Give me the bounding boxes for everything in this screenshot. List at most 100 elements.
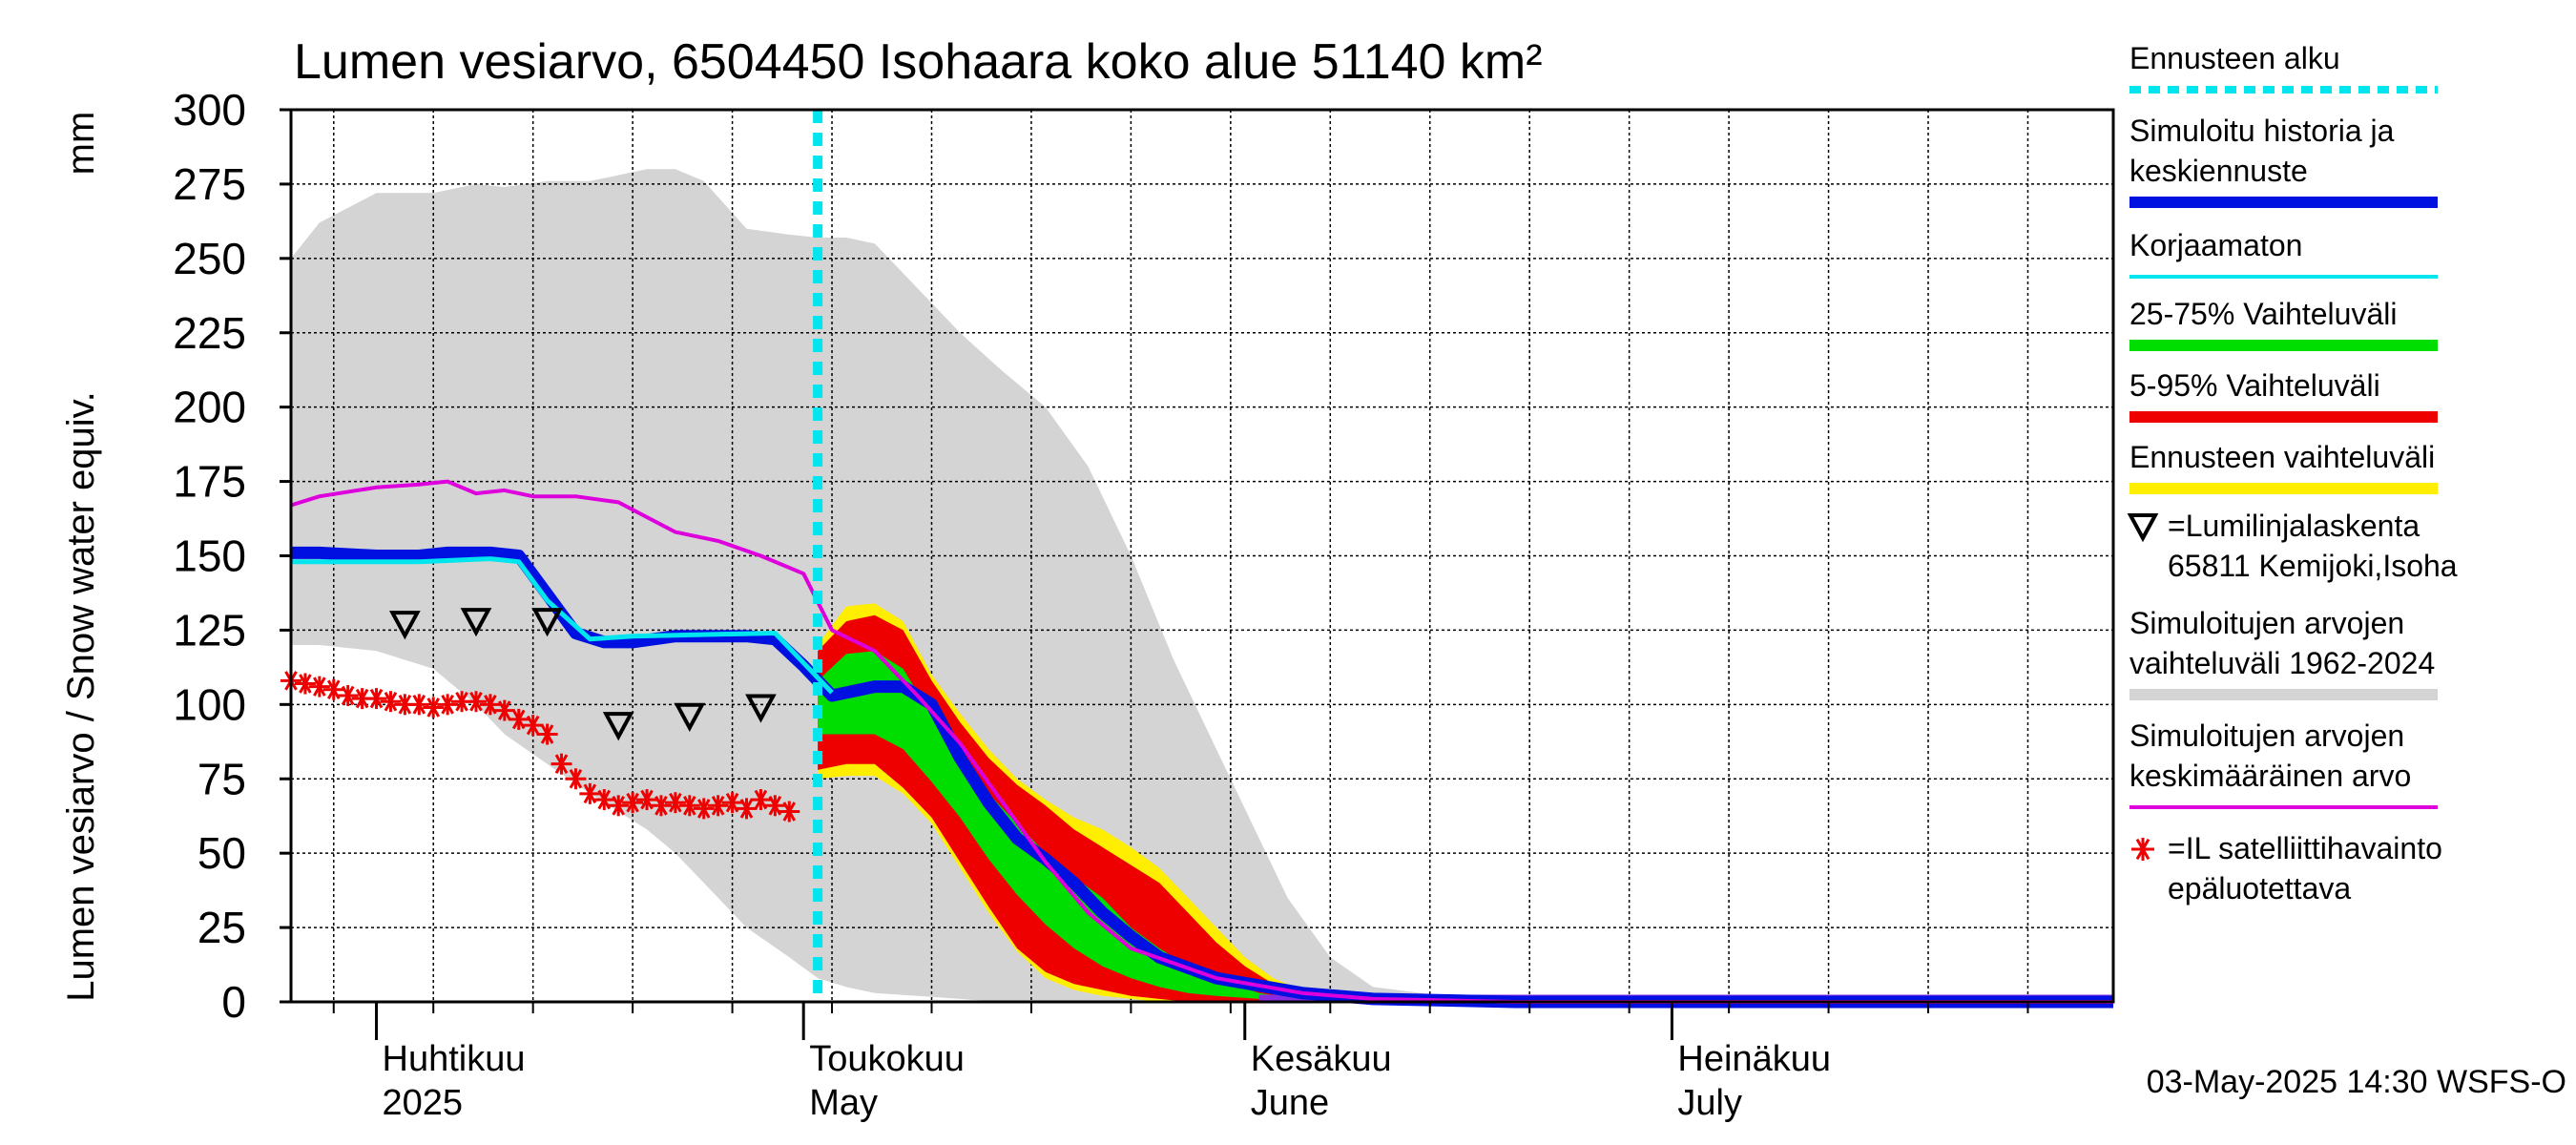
gridlines xyxy=(291,110,2113,1002)
satellite-observation-marker xyxy=(636,789,658,811)
snow-line-survey-marker xyxy=(674,702,706,732)
legend-label: 65811 Kemijoki,Isoha xyxy=(2168,549,2458,583)
y-tick-label: 300 xyxy=(173,85,246,135)
snow-line-survey-marker xyxy=(389,611,421,640)
simulated-history-forecast-line xyxy=(291,546,2113,1009)
y-tick-label: 175 xyxy=(173,457,246,507)
y-tick-label: 50 xyxy=(197,828,246,878)
satellite-observation-marker xyxy=(479,694,501,716)
x-month-sublabel: 2025 xyxy=(383,1083,464,1123)
satellite-observation-marker xyxy=(608,795,630,817)
legend-label: Simuloitujen arvojen xyxy=(2129,606,2404,640)
satellite-observation-marker xyxy=(622,792,644,814)
x-month-sublabel: June xyxy=(1251,1083,1329,1123)
snow-line-survey-marker xyxy=(531,608,563,637)
satellite-observation-marker xyxy=(423,697,445,718)
legend-item: Ennusteen vaihteluväli xyxy=(2129,440,2438,494)
satellite-observation-marker xyxy=(678,795,700,817)
satellite-observation-marker xyxy=(322,678,344,700)
p25-75-band xyxy=(818,651,1317,1002)
legend-item: Simuloitujen arvojen vaihteluväli 1962-20… xyxy=(2129,606,2438,700)
satellite-observation-marker xyxy=(308,676,330,697)
satellite-observation-marker xyxy=(707,795,729,817)
satellite-observation-marker xyxy=(779,801,800,822)
y-tick-label: 150 xyxy=(173,531,246,581)
legend-label: =Lumilinjalaskenta xyxy=(2168,509,2420,543)
historical-range-band xyxy=(291,169,2113,1003)
legend-label: 25-75% Vaihteluväli xyxy=(2129,297,2397,331)
satellite-observation-marker xyxy=(579,782,601,804)
x-month-label: Kesäkuu xyxy=(1251,1039,1392,1079)
y-tick-label: 100 xyxy=(173,679,246,729)
y-tick-label: 225 xyxy=(173,308,246,358)
legend-label: Simuloitu historia ja xyxy=(2129,114,2395,148)
satellite-observation-marker xyxy=(337,684,359,706)
legend-item: Simuloitu historia ja keskiennuste xyxy=(2129,114,2438,208)
legend-label: Korjaamaton xyxy=(2129,228,2302,262)
satellite-observation-marker xyxy=(508,708,530,730)
x-month-label: Toukokuu xyxy=(809,1039,965,1079)
legend: Ennusteen alku Simuloitu historia ja keski… xyxy=(2127,41,2458,906)
legend-swatch xyxy=(2131,838,2154,861)
satellite-observation-marker xyxy=(465,691,487,713)
legend-item: 5-95% Vaihteluväli xyxy=(2129,368,2438,423)
satellite-observation-marker xyxy=(536,723,558,745)
satellite-observation-marker xyxy=(408,694,430,716)
snow-line-survey-marker xyxy=(460,608,492,637)
y-axis-label: Lumen vesiarvo / Snow water equiv. xyxy=(60,391,102,1002)
plot-area xyxy=(280,108,2115,1009)
satellite-observation-marker xyxy=(522,715,544,737)
legend-item: Simuloitujen arvojen keskimääräinen arvo xyxy=(2129,718,2438,809)
satellite-observation-marker xyxy=(736,798,758,820)
y-tick-label: 0 xyxy=(221,977,246,1027)
y-tick-label: 125 xyxy=(173,605,246,655)
satellite-observation-marker xyxy=(380,691,402,713)
legend-item: =IL satelliittihavainto epäluotettava xyxy=(2131,831,2442,906)
satellite-observation-marker xyxy=(437,694,459,716)
legend-label: Ennusteen vaihteluväli xyxy=(2129,440,2435,474)
markers-layer xyxy=(280,608,800,822)
x-month-label: Heinäkuu xyxy=(1677,1039,1831,1079)
legend-label: Simuloitujen arvojen xyxy=(2129,718,2404,753)
satellite-observation-marker xyxy=(294,673,316,695)
timestamp-label: 03-May-2025 14:30 WSFS-O xyxy=(2147,1064,2566,1100)
legend-label: Ennusteen alku xyxy=(2129,41,2340,75)
satellite-observation-marker xyxy=(365,688,387,710)
historical-mean-line xyxy=(290,479,2113,1004)
satellite-observation-marker xyxy=(565,768,587,790)
x-month-sublabel: May xyxy=(809,1083,878,1123)
series-lines-layer xyxy=(290,110,2113,1009)
legend-label: epäluotettava xyxy=(2168,871,2351,906)
satellite-observation-marker xyxy=(593,789,615,811)
legend-item: 25-75% Vaihteluväli xyxy=(2129,297,2438,351)
satellite-observation-marker xyxy=(650,795,672,817)
satellite-observation-marker xyxy=(721,792,743,814)
y-tick-label: 250 xyxy=(173,234,246,283)
satellite-observation-marker xyxy=(551,753,572,775)
legend-item: =Lumilinjalaskenta 65811 Kemijoki,Isoha xyxy=(2127,509,2458,583)
legend-label: 5-95% Vaihteluväli xyxy=(2129,368,2380,403)
y-tick-label: 275 xyxy=(173,159,246,209)
x-month-label: Huhtikuu xyxy=(383,1039,526,1079)
historical-range-layer xyxy=(291,169,2113,1003)
y-axis-unit: mm xyxy=(60,112,102,176)
chart-title: Lumen vesiarvo, 6504450 Isohaara koko al… xyxy=(294,34,1543,90)
satellite-observation-marker xyxy=(394,694,416,716)
satellite-observation-marker xyxy=(764,795,786,817)
legend-label: keskiennuste xyxy=(2129,154,2308,188)
snow-line-survey-marker xyxy=(602,712,634,741)
legend-label: vaihteluväli 1962-2024 xyxy=(2129,646,2435,680)
legend-item: Korjaamaton xyxy=(2129,228,2438,279)
satellite-observation-marker xyxy=(750,789,772,811)
legend-label: =IL satelliittihavainto xyxy=(2168,831,2442,865)
uncorrected-line xyxy=(291,556,834,695)
x-month-sublabel: July xyxy=(1677,1083,1742,1123)
y-tick-label: 25 xyxy=(197,903,246,952)
y-tick-label: 200 xyxy=(173,383,246,432)
satellite-observation-marker xyxy=(493,699,515,721)
satellite-observation-marker xyxy=(693,798,715,820)
axes: 0 25 50 75 100 125 150 175 200 225 250 275 300 Huhtik… xyxy=(173,85,2029,1123)
snow-line-survey-marker xyxy=(745,694,777,723)
y-tick-label: 75 xyxy=(197,754,246,803)
